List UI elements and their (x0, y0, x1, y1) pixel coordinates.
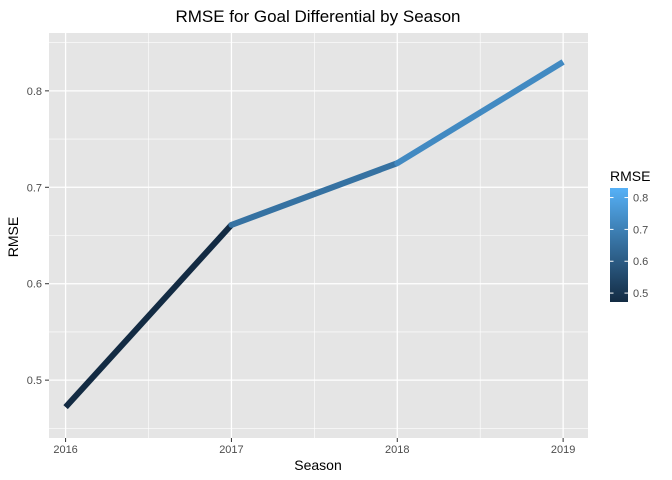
line-segment-2016-2017 (63, 222, 234, 410)
legend-tick-label: 0.7 (633, 224, 648, 236)
y-tick-label: 0.7 (27, 182, 42, 194)
legend-tick-label: 0.6 (633, 256, 648, 268)
line-segment-2017-2018 (230, 160, 399, 228)
x-tick-label: 2016 (53, 444, 77, 456)
legend-title: RMSE (610, 168, 650, 184)
y-tick-label: 0.8 (27, 86, 42, 98)
legend-ticks: 0.5 0.6 0.7 0.8 (610, 193, 648, 300)
x-tick-label: 2019 (551, 444, 575, 456)
y-tick-label: 0.5 (27, 375, 42, 387)
chart-title: RMSE for Goal Differential by Season (175, 7, 460, 26)
y-axis-title: RMSE (5, 217, 21, 257)
line-segment-2018-2019 (395, 59, 565, 166)
rmse-series-line (63, 59, 565, 410)
x-axis-title: Season (294, 457, 341, 473)
y-axis-ticks: 0.5 0.6 0.7 0.8 (27, 86, 49, 387)
line-joint-2017 (228, 221, 235, 228)
grid-minor (49, 33, 588, 438)
y-tick-label: 0.6 (27, 279, 42, 291)
legend-tick-label: 0.5 (633, 288, 648, 300)
x-tick-label: 2018 (385, 444, 409, 456)
grid-major (49, 33, 588, 438)
color-legend: RMSE 0.5 0.6 0.7 0.8 (610, 168, 650, 302)
line-joint-2018 (394, 160, 401, 167)
legend-color-bar (610, 188, 628, 302)
x-tick-label: 2017 (219, 444, 243, 456)
legend-tick-label: 0.8 (633, 193, 648, 205)
x-axis-ticks: 2016 2017 2018 2019 (53, 438, 575, 456)
